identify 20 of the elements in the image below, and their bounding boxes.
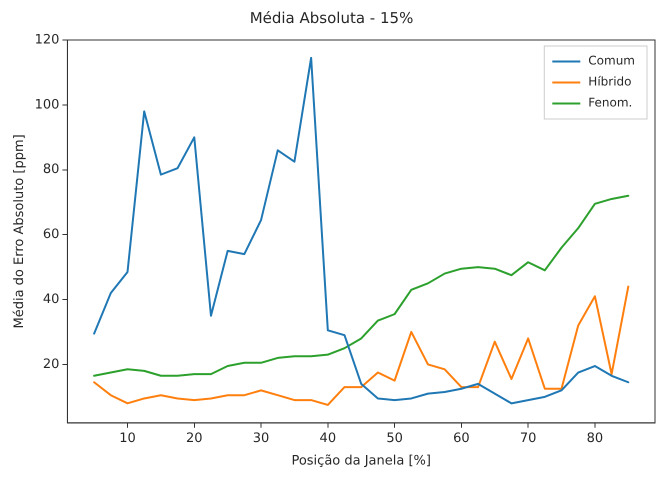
chart-title: Média Absoluta - 15% bbox=[250, 8, 414, 27]
legend-label: Fenom. bbox=[588, 96, 632, 110]
y-axis-title: Média do Erro Absoluto [ppm] bbox=[12, 134, 28, 329]
x-tick-label: 10 bbox=[119, 430, 136, 446]
y-tick-label: 40 bbox=[42, 292, 60, 307]
x-tick-label: 20 bbox=[186, 430, 203, 446]
x-tick-label: 40 bbox=[320, 430, 336, 446]
y-tick-label: 60 bbox=[42, 227, 60, 242]
y-tick-label: 120 bbox=[34, 32, 60, 48]
x-tick-label: 30 bbox=[252, 430, 270, 446]
legend-label: Comum bbox=[588, 54, 636, 68]
x-tick-label: 70 bbox=[520, 430, 536, 446]
y-tick-label: 100 bbox=[34, 97, 60, 112]
x-tick-label: 80 bbox=[586, 430, 604, 446]
y-tick-label: 80 bbox=[42, 162, 60, 178]
y-tick-label: 20 bbox=[42, 356, 60, 372]
x-axis-title: Posição da Janela [%] bbox=[291, 454, 431, 469]
x-tick-label: 50 bbox=[386, 430, 403, 446]
x-tick-label: 60 bbox=[453, 430, 470, 446]
legend-label: Híbrido bbox=[588, 74, 632, 89]
